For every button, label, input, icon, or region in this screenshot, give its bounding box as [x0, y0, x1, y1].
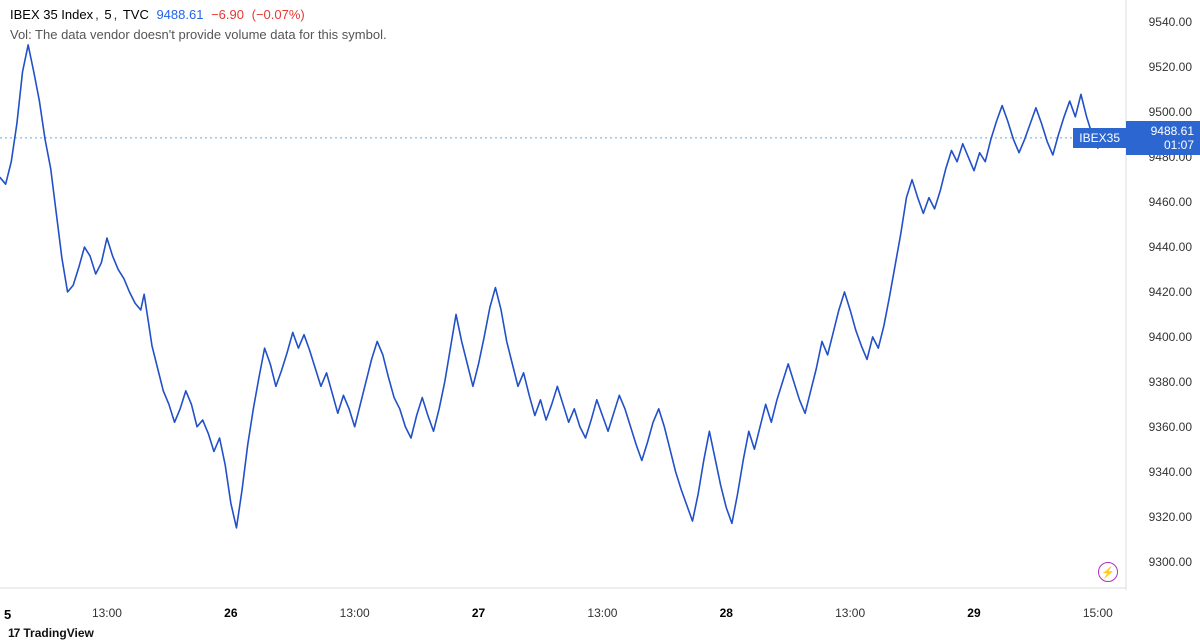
change-pct: (−0.07%) — [252, 7, 305, 22]
x-tick-label: 15:00 — [1083, 606, 1113, 620]
x-tick-label: 13:00 — [587, 606, 617, 620]
chart-svg[interactable] — [0, 0, 1200, 616]
x-tick-label: 13:00 — [92, 606, 122, 620]
symbol-name[interactable]: IBEX 35 Index — [10, 7, 93, 22]
chart-root: IBEX 35 Index, 5, TVC 9488.61 −6.90 (−0.… — [0, 0, 1200, 644]
plot-area[interactable] — [0, 0, 1200, 616]
x-tick-label: 13:00 — [835, 606, 865, 620]
tv-logo: 17 — [8, 626, 19, 640]
y-tick-label: 9320.00 — [1149, 510, 1192, 524]
x-axis-labels: 13:00 26 13:00 27 13:00 28 13:00 29 15:00 — [0, 606, 1126, 622]
flash-glyph: ⚡ — [1101, 566, 1115, 579]
brand-text: TradingView — [23, 626, 93, 640]
y-axis-labels: 9300.00 9320.00 9340.00 9360.00 9380.00 9400.… — [1138, 0, 1192, 584]
price-tag-countdown: 01:07 — [1132, 138, 1194, 152]
y-tick-label: 9440.00 — [1149, 240, 1192, 254]
symbol-tag-label: IBEX35 — [1079, 131, 1120, 145]
y-tick-label: 9420.00 — [1149, 285, 1192, 299]
symbol-tag[interactable]: IBEX35 — [1073, 128, 1126, 148]
y-tick-label: 9540.00 — [1149, 15, 1192, 29]
price-tag[interactable]: 9488.61 01:07 — [1126, 121, 1200, 155]
x-tick-label: 27 — [472, 606, 485, 620]
title-row: IBEX 35 Index, 5, TVC 9488.61 −6.90 (−0.… — [10, 6, 387, 24]
y-tick-label: 9400.00 — [1149, 330, 1192, 344]
current-value: 9488.61 — [156, 7, 203, 22]
x-start-day: 5 — [4, 607, 11, 622]
x-tick-label: 29 — [967, 606, 980, 620]
interval[interactable]: 5 — [104, 7, 111, 22]
y-tick-label: 9360.00 — [1149, 420, 1192, 434]
y-tick-label: 9460.00 — [1149, 195, 1192, 209]
x-tick-label: 26 — [224, 606, 237, 620]
flash-icon[interactable]: ⚡ — [1098, 562, 1118, 582]
vendor: TVC — [123, 7, 149, 22]
volume-message: Vol: The data vendor doesn't provide vol… — [10, 26, 387, 44]
y-tick-label: 9380.00 — [1149, 375, 1192, 389]
change-abs: −6.90 — [211, 7, 244, 22]
price-tag-value: 9488.61 — [1132, 124, 1194, 138]
footer-brand[interactable]: 17 TradingView — [8, 626, 94, 640]
y-tick-label: 9300.00 — [1149, 555, 1192, 569]
chart-header: IBEX 35 Index, 5, TVC 9488.61 −6.90 (−0.… — [10, 6, 387, 44]
y-tick-label: 9500.00 — [1149, 105, 1192, 119]
x-tick-label: 13:00 — [340, 606, 370, 620]
y-tick-label: 9340.00 — [1149, 465, 1192, 479]
y-tick-label: 9520.00 — [1149, 60, 1192, 74]
x-tick-label: 28 — [720, 606, 733, 620]
